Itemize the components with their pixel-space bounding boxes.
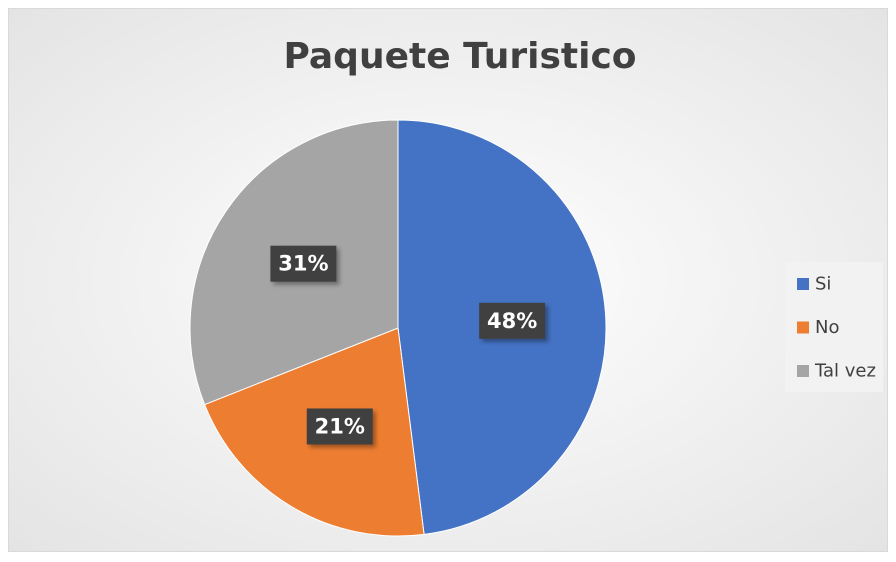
data-label: 48% [487, 309, 537, 333]
legend-swatch [797, 278, 809, 290]
legend-swatch [797, 321, 809, 334]
data-label: 21% [315, 414, 365, 438]
data-label: 31% [278, 252, 328, 276]
chart-title: Paquete Turistico [283, 36, 636, 77]
label-box [270, 245, 337, 282]
legend-swatch [797, 365, 809, 377]
legend-label: No [815, 317, 839, 338]
legend-label: Tal vez [814, 361, 876, 382]
label-box [306, 408, 373, 445]
legend-label: Si [815, 274, 831, 295]
label-box [479, 302, 546, 339]
